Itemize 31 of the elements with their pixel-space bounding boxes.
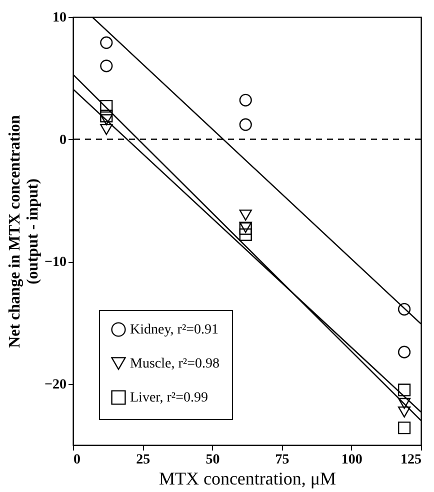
x-tick-label: 100 [341,452,362,468]
y-tick-label: −20 [44,377,66,392]
legend-label: Liver, r²=0.99 [130,390,208,406]
point [239,118,252,131]
point [398,406,411,418]
x-tick-label: 50 [206,452,220,468]
point [239,210,252,221]
point [239,94,252,106]
y-tick-label: −10 [44,255,66,270]
point [398,346,411,358]
point [100,124,113,136]
y-axis-title: Net change in MTX concentration (output - input) [6,114,42,348]
y-tick-label: 10 [52,10,66,26]
legend-label: Kidney, r²=0.91 [130,322,219,338]
point [100,60,113,72]
point [100,36,113,49]
point [398,302,411,316]
point [398,398,411,409]
x-tick-label: 0 [74,452,80,468]
point [100,110,113,122]
x-tick-label: 125 [400,452,422,468]
x-tick-label: 25 [136,452,150,468]
point [398,384,411,396]
x-tick-label: 75 [275,452,290,468]
y-tick-label: 0 [60,132,66,148]
point [100,100,113,113]
point [239,228,252,241]
legend-label: Muscle, r²=0.98 [130,356,220,372]
point [100,114,113,126]
point [398,422,411,434]
x-axis-title: MTX concentration, μM [158,468,336,488]
